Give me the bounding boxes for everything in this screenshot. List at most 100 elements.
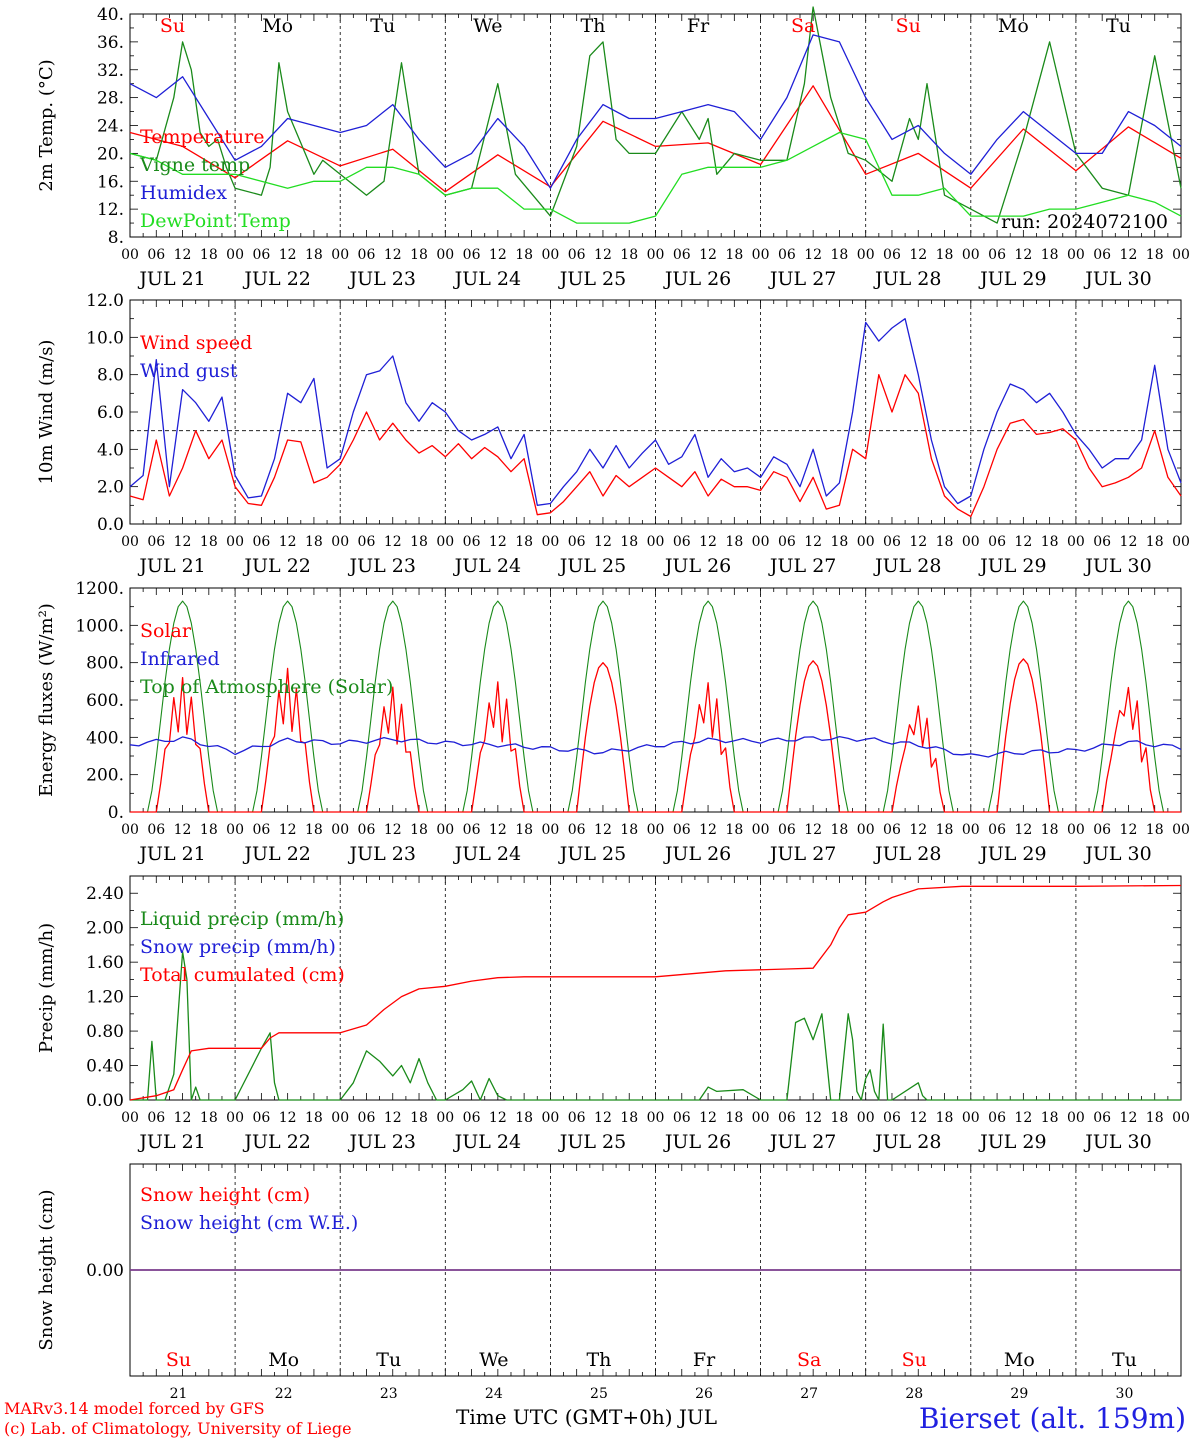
- precip-date-label: JUL 28: [873, 1131, 941, 1153]
- precip-legend-entry: Liquid precip (mm/h): [140, 908, 344, 930]
- precip-hour-label: 18: [305, 1110, 323, 1126]
- energy-y-tick-label: 800.: [86, 654, 124, 674]
- wind-hour-label: 00: [226, 534, 244, 550]
- temp-date-label: JUL 26: [663, 268, 731, 290]
- energy-hour-label: 18: [936, 822, 954, 838]
- precip-hour-label: 18: [1146, 1110, 1164, 1126]
- energy-hour-label: 00: [331, 822, 349, 838]
- wind-date-label: JUL 22: [242, 555, 310, 577]
- temp-hour-label: 18: [200, 247, 218, 263]
- temp-hour-label: 12: [279, 247, 297, 263]
- energy-date-label: JUL 28: [873, 843, 941, 865]
- snow-day-abbr: We: [479, 1349, 508, 1371]
- energy-hour-label: 18: [410, 822, 428, 838]
- wind-hour-label: 12: [174, 534, 192, 550]
- temp-day-abbr: Tu: [1106, 15, 1131, 37]
- snow-day-abbr: Tu: [376, 1349, 401, 1371]
- temp-hour-label: 06: [147, 247, 165, 263]
- energy-hour-label: 18: [1041, 822, 1059, 838]
- precip-hour-label: 12: [1120, 1110, 1138, 1126]
- wind-date-label: JUL 29: [978, 555, 1046, 577]
- precip-hour-label: 00: [226, 1110, 244, 1126]
- precip-hour-label: 12: [1014, 1110, 1032, 1126]
- wind-hour-label: 00: [1172, 534, 1190, 550]
- precip-hour-label: 06: [568, 1110, 586, 1126]
- series-temperature: [129, 85, 1182, 193]
- temp-y-tick-label: 36.: [97, 33, 124, 53]
- precip-hour-label: 12: [489, 1110, 507, 1126]
- wind-hour-label: 18: [1041, 534, 1059, 550]
- wind-hour-label: 18: [200, 534, 218, 550]
- energy-hour-label: 00: [541, 822, 559, 838]
- energy-hour-label: 00: [857, 822, 875, 838]
- energy-legend-entry: Infrared: [140, 648, 220, 670]
- energy-hour-label: 00: [121, 822, 139, 838]
- precip-date-label: JUL 29: [978, 1131, 1046, 1153]
- wind-date-label: JUL 25: [558, 555, 626, 577]
- temp-date-label: JUL 24: [453, 268, 521, 290]
- energy-date-label: JUL 21: [137, 843, 205, 865]
- snow-day-number: 26: [695, 1386, 713, 1402]
- wind-hour-label: 12: [594, 534, 612, 550]
- precip-hour-label: 06: [988, 1110, 1006, 1126]
- snow-day-number: 23: [380, 1386, 398, 1402]
- precip-hour-label: 06: [673, 1110, 691, 1126]
- precip-hour-label: 12: [384, 1110, 402, 1126]
- wind-date-label: JUL 21: [137, 555, 205, 577]
- precip-legend-entry: Total cumulated (cm): [140, 964, 345, 986]
- snow-day-number: 29: [1010, 1386, 1028, 1402]
- temp-hour-label: 00: [647, 247, 665, 263]
- precip-y-tick-label: 0.00: [86, 1091, 124, 1111]
- temp-legend-entry: Vigne temp: [139, 154, 250, 176]
- temp-hour-label: 00: [226, 247, 244, 263]
- energy-y-tick-label: 1000.: [75, 616, 124, 636]
- precip-hour-label: 00: [962, 1110, 980, 1126]
- temp-hour-label: 18: [620, 247, 638, 263]
- temp-hour-label: 18: [936, 247, 954, 263]
- temp-hour-label: 00: [1172, 247, 1190, 263]
- series-vigne-temp: [129, 6, 1182, 224]
- temp-day-abbr: Sa: [791, 15, 815, 37]
- precip-hour-label: 18: [515, 1110, 533, 1126]
- precip-date-label: JUL 24: [453, 1131, 521, 1153]
- wind-y-tick-label: 12.0: [86, 291, 124, 311]
- wind-hour-label: 00: [962, 534, 980, 550]
- temp-frame: [129, 13, 1182, 238]
- wind-hour-label: 12: [384, 534, 402, 550]
- energy-y-tick-label: 0.: [108, 803, 124, 823]
- wind-hour-label: 00: [331, 534, 349, 550]
- energy-hour-label: 18: [725, 822, 743, 838]
- wind-hour-label: 12: [1014, 534, 1032, 550]
- wind-hour-label: 12: [1120, 534, 1138, 550]
- temp-date-label: JUL 23: [348, 268, 416, 290]
- precip-hour-label: 06: [883, 1110, 901, 1126]
- wind-hour-label: 18: [515, 534, 533, 550]
- temp-hour-label: 18: [515, 247, 533, 263]
- energy-hour-label: 12: [1120, 822, 1138, 838]
- temp-hour-label: 12: [1014, 247, 1032, 263]
- temp-hour-label: 00: [857, 247, 875, 263]
- series-humidex: [129, 34, 1182, 189]
- energy-hour-label: 06: [463, 822, 481, 838]
- precip-hour-label: 12: [174, 1110, 192, 1126]
- x-axis-title: Time UTC (GMT+0h) JUL: [456, 1405, 718, 1429]
- temp-y-tick-label: 16.: [97, 172, 124, 192]
- energy-hour-label: 06: [358, 822, 376, 838]
- temp-hour-label: 18: [725, 247, 743, 263]
- energy-hour-label: 06: [1093, 822, 1111, 838]
- wind-date-label: JUL 27: [768, 555, 836, 577]
- temp-day-abbr: Fr: [687, 15, 710, 37]
- snow-day-abbr: Su: [166, 1349, 191, 1371]
- energy-date-label: JUL 29: [978, 843, 1046, 865]
- series-infrared: [129, 735, 1182, 758]
- temp-hour-label: 18: [831, 247, 849, 263]
- energy-date-label: JUL 25: [558, 843, 626, 865]
- energy-hour-label: 00: [436, 822, 454, 838]
- temp-hour-label: 18: [410, 247, 428, 263]
- wind-hour-label: 00: [436, 534, 454, 550]
- temp-hour-label: 12: [909, 247, 927, 263]
- precip-legend-entry: Snow precip (mm/h): [140, 936, 336, 958]
- energy-date-label: JUL 22: [242, 843, 310, 865]
- temp-hour-label: 06: [778, 247, 796, 263]
- energy-hour-label: 12: [279, 822, 297, 838]
